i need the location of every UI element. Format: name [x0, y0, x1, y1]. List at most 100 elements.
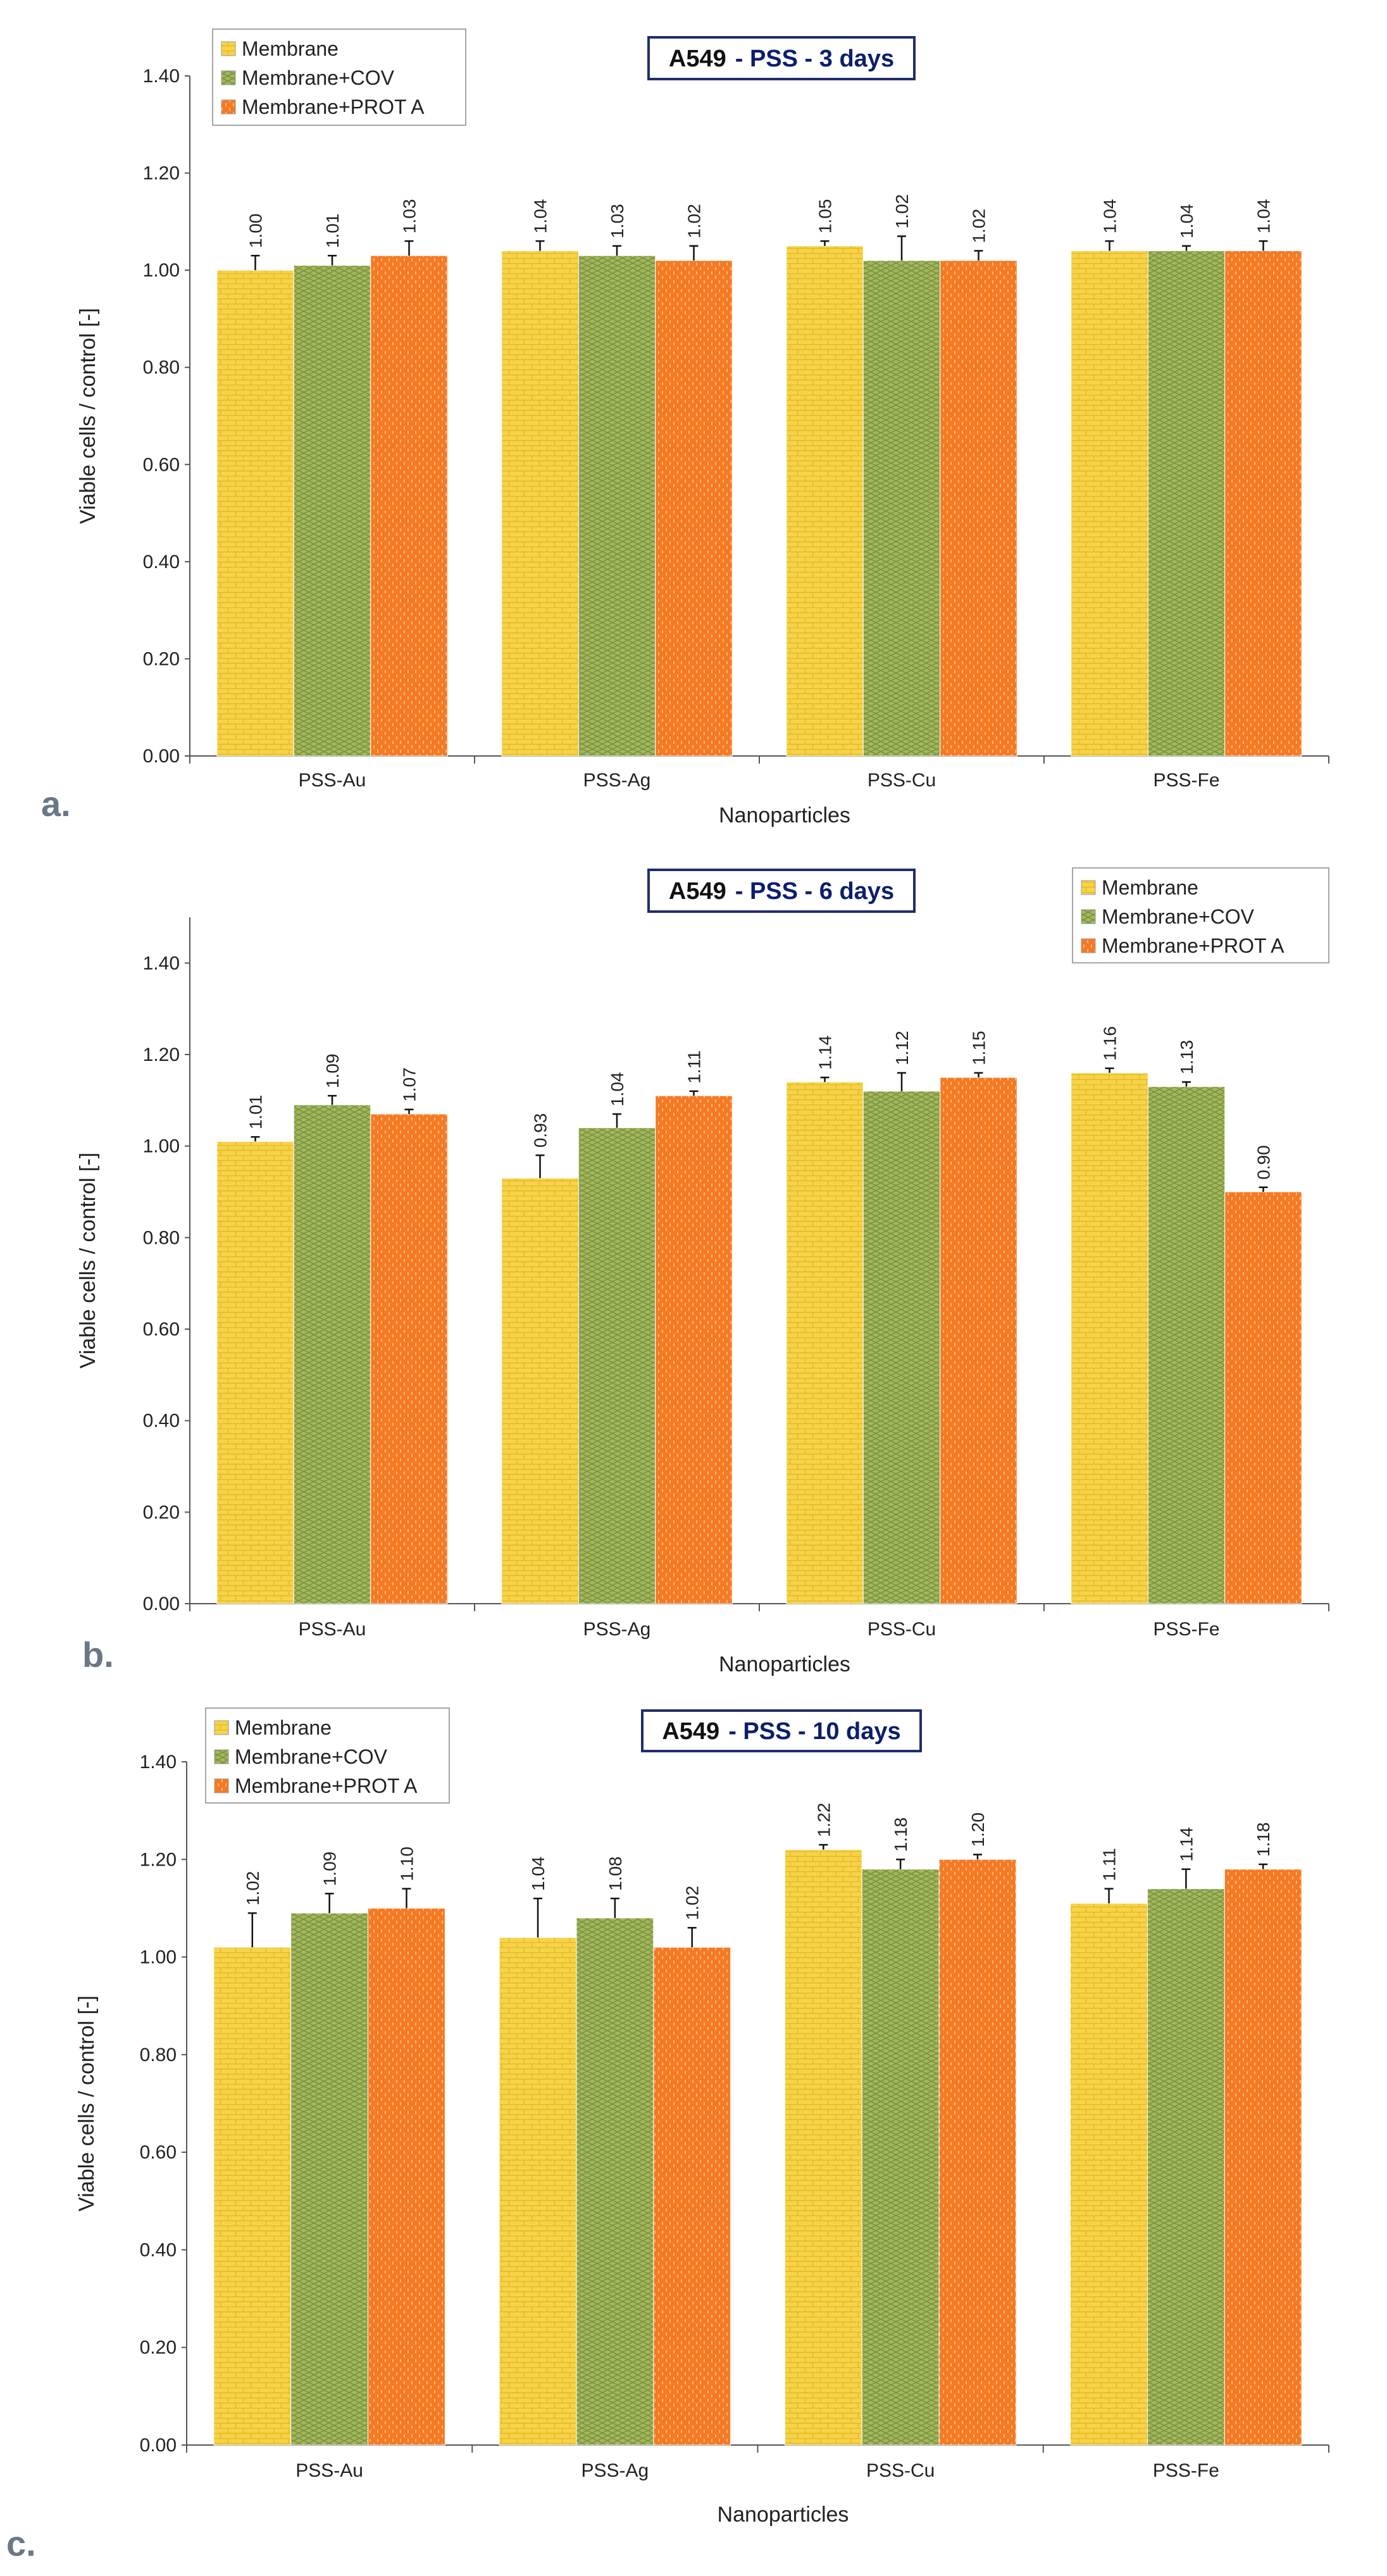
y-tick-label: 0.40: [143, 552, 180, 573]
data-label: 1.04: [528, 1857, 548, 1892]
y-tick-label: 0.60: [143, 1319, 180, 1340]
data-label: 1.04: [607, 1072, 627, 1107]
legend-swatch-membrane-cov: [221, 70, 236, 85]
chart-title-cell-line: A549: [662, 1718, 719, 1745]
legend-label: Membrane+PROT A: [242, 96, 425, 118]
bar-chart-3-days: 0.00 0.20 0.40 0.60 0.80 1.00 1.20 1.40 PSS-Au 1.…: [41, 28, 1329, 827]
data-label: 1.14: [1176, 1827, 1196, 1862]
bar-membrane-pss-au: [216, 269, 294, 757]
data-label: 1.02: [243, 1871, 263, 1906]
legend-label: Membrane+PROT A: [1102, 934, 1284, 957]
bar-membrane-cov-pss-au: [293, 264, 371, 757]
data-label: 1.02: [683, 1886, 702, 1921]
bar-membrane-pss-fe: [1071, 250, 1148, 757]
data-label: 0.93: [531, 1113, 550, 1148]
y-tick-label: 1.00: [143, 1136, 180, 1157]
legend-label: Membrane: [235, 1716, 332, 1739]
x-category-label: PSS-Ag: [582, 2460, 649, 2481]
bar-membrane-pss-ag: [499, 1937, 577, 2446]
legend-swatch-membrane: [1081, 880, 1096, 895]
bar-membrane-pss-ag: [501, 250, 579, 757]
data-label: 1.01: [323, 214, 342, 249]
y-axis-title: Viable cells / control [-]: [76, 1153, 100, 1368]
bar-membrane-prot-a-pss-cu: [940, 1077, 1017, 1604]
y-tick-label: 1.00: [143, 260, 180, 281]
legend-swatch-membrane: [221, 41, 236, 56]
data-label: 1.20: [968, 1812, 988, 1847]
bar-membrane-cov-pss-fe: [1147, 1086, 1226, 1604]
bar-membrane-prot-a-pss-cu: [938, 1859, 1017, 2446]
data-label: 1.09: [323, 1054, 342, 1089]
data-label: 1.04: [1177, 204, 1197, 238]
bar-membrane-pss-au: [216, 1141, 294, 1604]
bar-membrane-pss-au: [213, 1947, 292, 2446]
bar-membrane-prot-a-pss-fe: [1224, 1869, 1302, 2446]
bar-membrane-cov-pss-ag: [578, 1127, 656, 1604]
bar-membrane-cov-pss-au: [290, 1912, 369, 2446]
legend-swatch-membrane-prot-a: [221, 99, 236, 115]
data-label: 1.09: [320, 1852, 340, 1886]
data-label: 1.14: [816, 1036, 835, 1070]
legend-box: [212, 28, 466, 126]
x-category-label: PSS-Ag: [583, 770, 651, 791]
bar-membrane-cov-pss-fe: [1147, 1888, 1225, 2446]
data-label: 1.04: [1100, 199, 1120, 234]
y-axis-title: Viable cells / control [-]: [76, 308, 100, 524]
chart-title: A549 - PSS - 6 days: [669, 878, 894, 905]
bar-membrane-cov-pss-au: [293, 1105, 371, 1604]
y-tick-label: 1.40: [140, 1752, 177, 1773]
bar-membrane-prot-a-pss-au: [370, 1113, 448, 1604]
data-label: 1.05: [816, 199, 835, 234]
bar-chart-10-days: 0.00 0.20 0.40 0.60 0.80 1.00 1.20 1.40 PSS-Au 1.…: [6, 1707, 1329, 2563]
legend-label: Membrane: [242, 37, 339, 60]
bar-membrane-pss-cu: [786, 245, 864, 757]
data-label: 1.11: [685, 1050, 704, 1083]
y-tick-label: 0.80: [140, 2045, 177, 2065]
data-label: 1.18: [891, 1817, 911, 1852]
data-label: 1.02: [685, 204, 704, 238]
x-category-label: PSS-Au: [299, 770, 366, 791]
data-label: 1.13: [1177, 1040, 1197, 1075]
legend-label: Membrane+PROT A: [235, 1774, 418, 1797]
y-tick-label: 0.60: [140, 2142, 177, 2163]
y-tick-label: 0.80: [143, 1227, 180, 1248]
chart-title-condition: - PSS - 3 days: [735, 46, 894, 72]
bar-membrane-cov-pss-ag: [578, 255, 656, 757]
bar-membrane-prot-a-pss-au: [368, 1907, 445, 2446]
data-label: 1.03: [400, 199, 420, 234]
data-label: 1.10: [397, 1847, 416, 1881]
bar-membrane-pss-fe: [1070, 1903, 1148, 2446]
data-label: 1.12: [892, 1031, 912, 1065]
legend-swatch-membrane-prot-a: [1081, 938, 1096, 953]
x-category-label: PSS-Cu: [868, 1619, 936, 1640]
x-category-label: PSS-Cu: [866, 2460, 935, 2481]
bar-membrane-prot-a-pss-ag: [655, 1095, 733, 1604]
data-label: 1.18: [1253, 1823, 1273, 1857]
x-axis-title: Nanoparticles: [719, 803, 850, 827]
legend-box: [1072, 867, 1329, 963]
x-category-label: PSS-Fe: [1153, 1619, 1219, 1640]
y-tick-label: 1.40: [143, 953, 180, 974]
bar-membrane-prot-a-pss-ag: [655, 260, 733, 757]
panel-label: a.: [41, 784, 71, 824]
bar-membrane-prot-a-pss-au: [370, 255, 448, 757]
bar-membrane-cov-pss-fe: [1147, 250, 1226, 757]
y-tick-label: 1.20: [140, 1849, 177, 1870]
y-tick-label: 0.00: [140, 2435, 177, 2456]
legend-label: Membrane+COV: [235, 1745, 388, 1768]
y-tick-label: 0.20: [143, 648, 180, 669]
data-label: 1.01: [246, 1095, 266, 1130]
data-label: 1.15: [969, 1031, 989, 1065]
y-tick-label: 0.20: [140, 2338, 177, 2358]
legend-box: [205, 1707, 450, 1804]
legend-label: Membrane: [1102, 876, 1198, 899]
y-tick-label: 1.20: [143, 1044, 180, 1065]
chart-title-condition: - PSS - 6 days: [735, 878, 894, 905]
data-label: 0.90: [1254, 1145, 1274, 1180]
bar-membrane-cov-pss-ag: [576, 1917, 654, 2446]
chart-title-box: [647, 869, 916, 913]
y-tick-label: 0.80: [143, 357, 180, 378]
bar-membrane-prot-a-pss-fe: [1224, 1191, 1302, 1604]
chart-title-box: [641, 1709, 922, 1752]
panel-label: c.: [6, 2523, 36, 2563]
